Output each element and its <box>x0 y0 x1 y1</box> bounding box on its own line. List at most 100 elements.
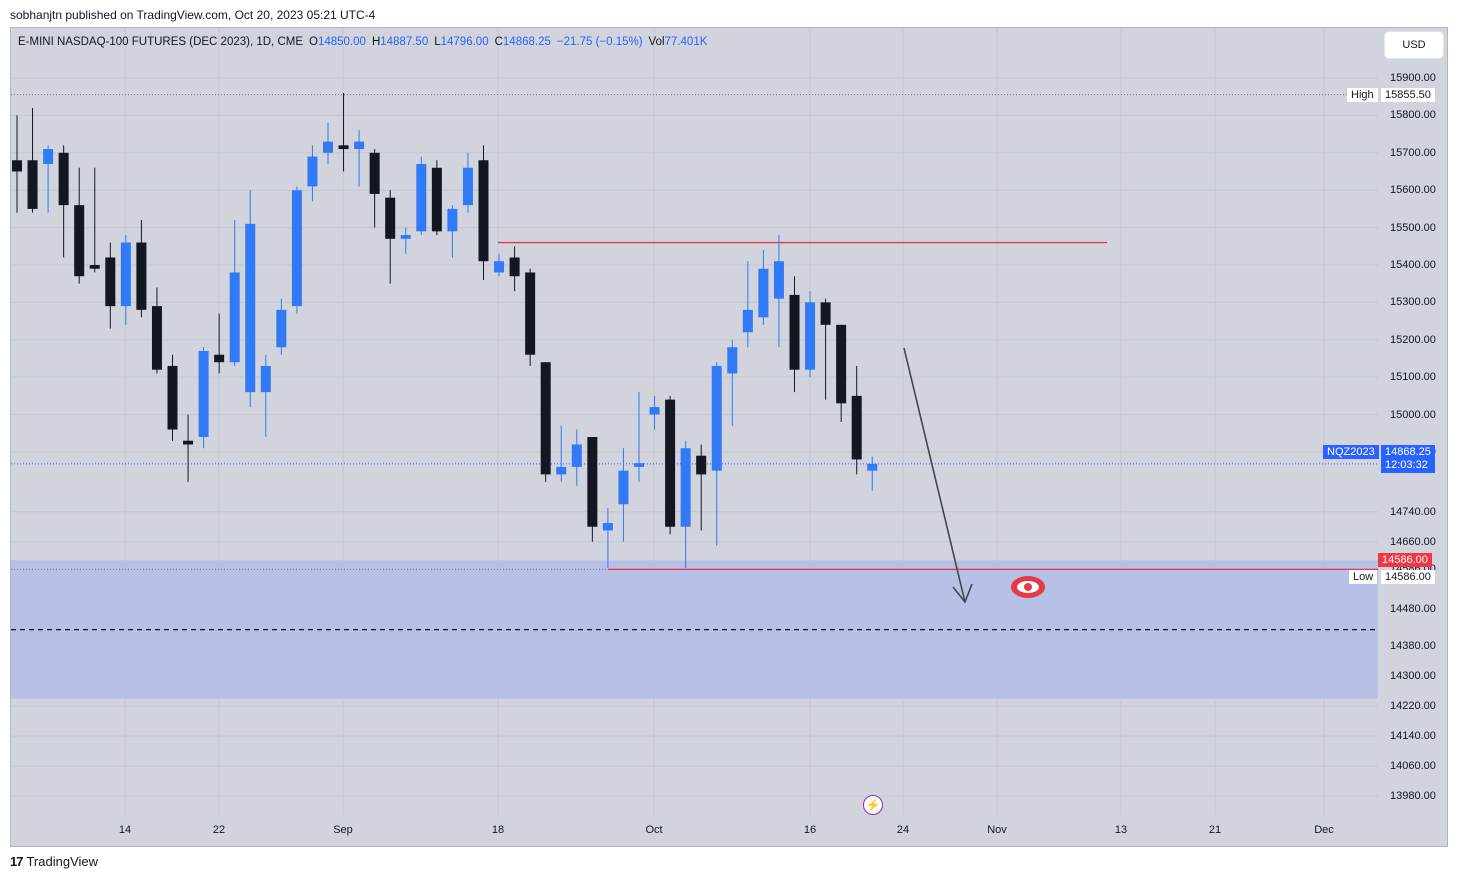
candle-body <box>136 242 147 310</box>
y-tick-label: 15600.00 <box>1390 184 1436 197</box>
candle-body <box>758 268 769 318</box>
candle-body <box>587 437 598 527</box>
legend-vol-label: Vol <box>648 36 665 48</box>
candle-body <box>540 362 551 475</box>
legend-h-value: 14887.50 <box>380 36 429 48</box>
legend-l-value: 14796.00 <box>440 36 489 48</box>
currency-button[interactable]: USD <box>1385 32 1443 58</box>
y-tick-label: 14740.00 <box>1390 505 1436 518</box>
candle-body <box>151 306 162 370</box>
candle-body <box>385 197 396 239</box>
candle-body <box>338 145 349 150</box>
x-tick-label: 16 <box>803 824 817 836</box>
x-tick-label: 21 <box>1208 824 1222 836</box>
arrow-head <box>952 583 973 604</box>
bolt-icon[interactable]: ⚡ <box>863 795 883 815</box>
candle-body <box>634 463 644 467</box>
candle-body <box>276 309 287 348</box>
y-tick-label: 15400.00 <box>1390 258 1436 271</box>
y-tick-label: 14480.00 <box>1390 603 1436 616</box>
x-tick-label: 24 <box>896 824 910 836</box>
candle-body <box>369 152 380 194</box>
symbol-tag: NQZ2023 <box>1323 445 1379 459</box>
y-tick-label: 14380.00 <box>1390 640 1436 653</box>
candle-body <box>618 470 629 505</box>
current-price-tag: 14868.25 12:03:32 <box>1381 445 1435 473</box>
candle-body <box>820 302 831 325</box>
x-tick-label: 22 <box>212 824 226 836</box>
current-price: 14868.25 <box>1385 446 1431 458</box>
candle-body <box>229 272 240 363</box>
y-tick-label: 14300.00 <box>1390 670 1436 683</box>
candle-body <box>120 242 131 307</box>
low-label: Low <box>1349 570 1378 584</box>
footer-brand: TradingView <box>26 854 99 869</box>
legend-h-label: H <box>371 36 381 48</box>
y-tick-label: 15300.00 <box>1390 296 1436 309</box>
candle-body <box>851 395 862 460</box>
candle-body <box>245 223 256 393</box>
legend-symbol: E-MINI NASDAQ-100 FUTURES (DEC 2023), 1D… <box>18 36 304 48</box>
candle-body <box>727 347 738 374</box>
low-value-tag: 14586.00 <box>1381 570 1435 584</box>
y-tick-label: 14220.00 <box>1390 700 1436 713</box>
publisher-caption: sobhanjtn published on TradingView.com, … <box>10 8 376 22</box>
candle-body <box>74 205 85 277</box>
level-price-tag: 14586.00 <box>1378 553 1432 567</box>
footer[interactable]: 17 TradingView <box>10 854 98 869</box>
candle-body <box>525 272 536 355</box>
y-tick-label: 15800.00 <box>1390 109 1436 122</box>
candle-body <box>12 160 22 172</box>
legend-c-value: 14868.25 <box>502 36 551 48</box>
x-tick-label: Nov <box>987 824 1007 836</box>
candle-body <box>260 365 271 393</box>
y-tick-label: 15200.00 <box>1390 333 1436 346</box>
candle-body <box>742 309 753 333</box>
y-tick-label: 14140.00 <box>1390 730 1436 743</box>
candle-body <box>27 160 38 209</box>
countdown: 12:03:32 <box>1385 459 1428 471</box>
candle-body <box>167 365 178 430</box>
candle-body <box>665 399 676 527</box>
y-tick-label: 15700.00 <box>1390 146 1436 159</box>
candle-body <box>696 455 707 475</box>
candle-body <box>602 523 613 531</box>
x-tick-label: Dec <box>1314 824 1334 836</box>
candle-body <box>711 365 722 471</box>
candle-body <box>354 141 365 150</box>
y-tick-label: 15900.00 <box>1390 72 1436 84</box>
candle-body <box>307 156 318 187</box>
candle-body <box>43 149 54 165</box>
legend-l-label: L <box>434 36 441 48</box>
candle-body <box>836 324 847 404</box>
y-tick-label: 15500.00 <box>1390 221 1436 234</box>
candle-body <box>494 261 505 273</box>
candle-body <box>447 208 458 232</box>
ohlc-legend: E-MINI NASDAQ-100 FUTURES (DEC 2023), 1D… <box>18 36 707 48</box>
y-tick-label: 14660.00 <box>1390 535 1436 548</box>
candle-body <box>773 261 784 299</box>
candle-body <box>89 264 100 269</box>
y-tick-label: 13980.00 <box>1390 790 1436 802</box>
y-tick-label: 15100.00 <box>1390 371 1436 384</box>
candle-body <box>649 407 660 415</box>
x-tick-label: Sep <box>333 824 353 836</box>
candle-body <box>416 164 427 232</box>
candle-body <box>571 444 582 467</box>
tradingview-logo-icon: 17 <box>10 854 24 869</box>
projection-arrow <box>903 347 966 603</box>
candle-body <box>462 167 473 206</box>
legend-vol-value: 77.401K <box>664 36 708 48</box>
candle-body <box>58 152 69 206</box>
candle-body <box>105 257 116 307</box>
candle-body <box>478 160 489 262</box>
eye-pupil <box>1024 583 1032 591</box>
candle-body <box>431 167 442 232</box>
candle-body <box>509 257 520 277</box>
candle-body <box>680 448 691 527</box>
chart-frame[interactable] <box>10 27 1448 847</box>
candle-body <box>805 302 816 370</box>
candle-body <box>291 190 302 307</box>
candle-body <box>789 294 800 370</box>
